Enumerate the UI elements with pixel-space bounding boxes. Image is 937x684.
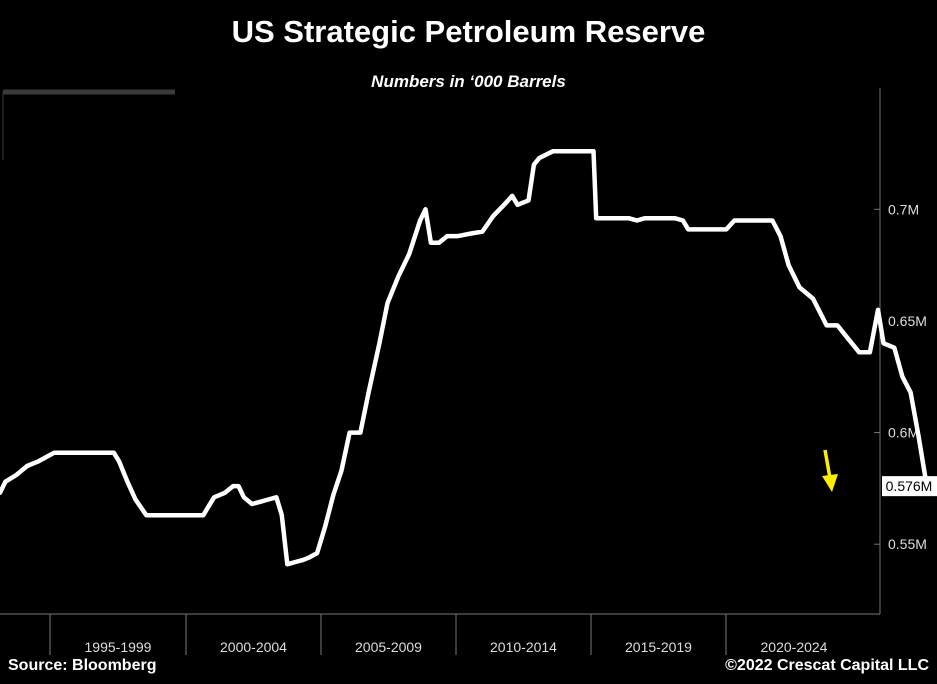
copyright-label: ©2022 Crescat Capital LLC — [725, 657, 929, 674]
last-value-label: 0.576M — [886, 478, 933, 494]
y-tick-label: 0.55M — [888, 536, 927, 552]
x-axis-ticks: 1995-1999 2000-2004 2005-2009 2010-2014 2015… — [49, 614, 828, 655]
series-line — [0, 149, 930, 567]
arrow-shaft — [823, 449, 832, 479]
source-label: Source: Bloomberg — [8, 657, 157, 674]
arrow-down-icon — [822, 474, 838, 492]
chart-subtitle: Numbers in ‘000 Barrels — [371, 72, 566, 91]
y-axis-ticks: 0.55M 0.6M 0.65M 0.7M — [874, 201, 927, 552]
y-tick-label: 0.6M — [888, 425, 919, 441]
series-layer — [0, 149, 930, 567]
chart-title: US Strategic Petroleum Reserve — [231, 14, 706, 49]
axis-frame — [0, 88, 881, 615]
x-tick-label: 2005-2009 — [355, 639, 422, 655]
x-tick-label: 2010-2014 — [490, 639, 557, 655]
x-tick-label: 2015-2019 — [625, 639, 692, 655]
last-value-badge — [882, 476, 937, 497]
x-tick-label: 1995-1999 — [85, 639, 152, 655]
x-tick-label: 2000-2004 — [220, 639, 287, 655]
annotation-layer: 0.576M — [822, 449, 937, 497]
x-tick-label: 2020-2024 — [761, 639, 828, 655]
y-tick-label: 0.7M — [888, 201, 919, 217]
y-tick-label: 0.65M — [888, 313, 927, 329]
